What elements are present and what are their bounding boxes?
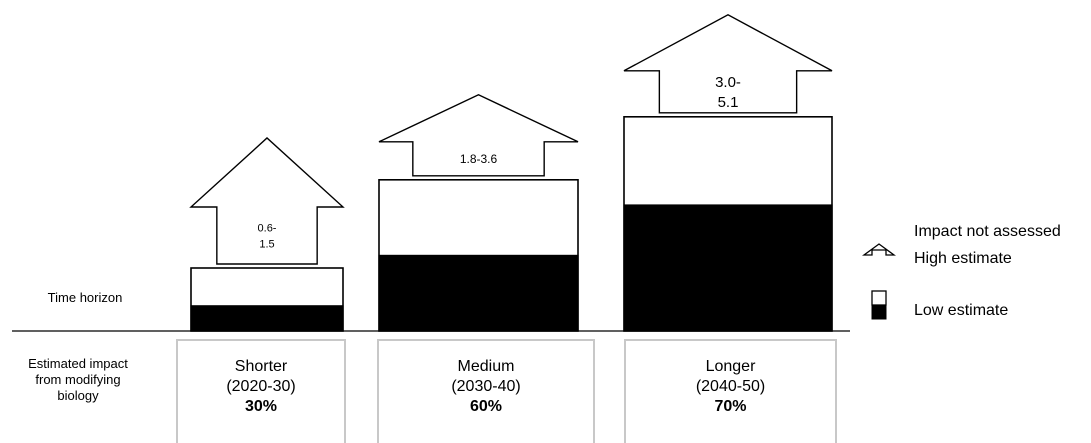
- period-name: Longer: [705, 358, 756, 375]
- estimated-impact-line2: from modifying: [35, 372, 121, 387]
- period-name: Shorter: [234, 358, 288, 375]
- period-years: (2040-50): [695, 378, 766, 395]
- legend-label-not-assessed: Impact not assessed: [914, 223, 1061, 240]
- time-horizon-label: Time horizon: [47, 290, 123, 305]
- arrow-not-assessed-shorter: [189, 137, 345, 265]
- arrow-label-shorter: 1.5: [259, 238, 274, 250]
- period-years: (2020-30): [226, 378, 296, 395]
- arrow-label-shorter: 0.6-: [258, 222, 277, 234]
- bar-low-medium: [378, 254, 579, 332]
- period-years: (2030-40): [451, 378, 521, 395]
- bars-layer: [190, 116, 833, 332]
- legend-label-low: Low estimate: [914, 302, 1009, 319]
- arrow-not-assessed-longer: [623, 14, 833, 114]
- legend: [862, 243, 896, 320]
- estimated-impact-label: Estimated impact from modifying biology: [12, 356, 144, 404]
- period-box-longer: Longer (2040-50) 70%: [624, 339, 837, 443]
- arrow-not-assessed-medium: [378, 94, 579, 177]
- legend-high-swatch: [871, 290, 887, 306]
- arrow-label-medium: 1.8-3.6: [460, 152, 498, 166]
- period-name: Medium: [457, 358, 515, 375]
- period-share: 30%: [244, 398, 278, 415]
- estimated-impact-line3: biology: [57, 388, 99, 403]
- legend-arrow-icon: [862, 243, 896, 256]
- legend-label-high: High estimate: [914, 250, 1012, 267]
- bar-low-shorter: [190, 305, 344, 332]
- arrows-layer: 0.6- 1.5 1.8-3.6 3.0- 5.1: [189, 14, 833, 265]
- period-share: 60%: [469, 398, 503, 415]
- legend-low-swatch: [871, 304, 887, 320]
- period-box-shorter: Shorter (2020-30) 30%: [176, 339, 346, 443]
- arrow-label-longer: 5.1: [718, 94, 739, 111]
- period-share: 70%: [714, 398, 747, 415]
- bar-low-longer: [623, 204, 833, 332]
- arrow-label-longer: 3.0-: [715, 74, 741, 91]
- period-box-medium: Medium (2030-40) 60%: [377, 339, 595, 443]
- estimated-impact-line1: Estimated impact: [28, 356, 128, 371]
